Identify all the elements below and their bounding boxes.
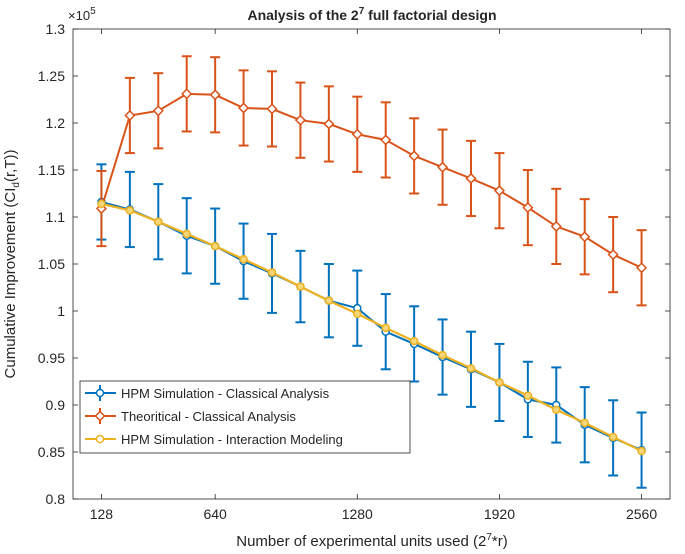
data-point <box>154 217 163 226</box>
y-tick-label: 1 <box>57 303 65 319</box>
data-point <box>239 255 248 264</box>
y-tick-label: 1.05 <box>38 256 65 272</box>
legend-label-hpm-classical: HPM Simulation - Classical Analysis <box>121 386 330 401</box>
y-tick-label: 0.95 <box>38 350 65 366</box>
legend-marker-hpm-classical <box>95 388 105 398</box>
legend-entry-hpm-classical: HPM Simulation - Classical Analysis <box>85 385 330 401</box>
data-point <box>408 150 420 162</box>
y-tick-label: 0.8 <box>46 491 66 507</box>
series-hpm-interaction <box>97 199 646 456</box>
series-layer <box>95 55 648 489</box>
data-point <box>181 88 193 100</box>
data-point <box>209 89 221 101</box>
data-point <box>353 309 362 319</box>
x-tick-label: 640 <box>203 506 227 522</box>
data-point <box>550 220 562 232</box>
data-point <box>523 391 533 400</box>
data-point <box>296 282 305 291</box>
data-point <box>210 241 220 251</box>
data-point <box>607 249 619 261</box>
y-tick-label: 1.1 <box>46 209 66 225</box>
data-point <box>580 418 589 428</box>
data-point <box>381 323 390 333</box>
axis-ticks: 128 640 1280 1920 2560 0.8 0.85 0.9 0.95 1 1.05 1.1… <box>38 21 670 522</box>
chart-title: Analysis of the 27 full factorial design <box>247 6 496 23</box>
data-point <box>182 229 191 239</box>
data-point <box>637 446 646 456</box>
x-tick-label: 2560 <box>626 506 657 522</box>
x-axis-label: Number of experimental units used (27*r) <box>236 532 508 550</box>
y-tick-label: 1.3 <box>46 21 66 37</box>
legend-entry-theoretical-classical: Theoritical - Classical Analysis <box>85 408 296 424</box>
data-point <box>438 350 447 360</box>
x-tick-label: 1920 <box>484 506 515 522</box>
y-axis-multiplier: ×105 <box>68 6 96 23</box>
data-point <box>465 172 477 185</box>
data-point <box>238 102 250 114</box>
legend-marker-theoretical-classical <box>94 410 106 422</box>
data-point <box>266 103 278 115</box>
y-axis-label: Cumulative Improvement (CId(r,T)) <box>2 150 22 379</box>
legend: HPM Simulation - Classical Analysis Theo… <box>79 380 411 454</box>
y-tick-label: 1.25 <box>38 68 65 84</box>
legend-box <box>79 380 411 454</box>
data-point <box>124 109 136 122</box>
legend-entry-hpm-interaction: HPM Simulation - Interaction Modeling <box>85 432 343 447</box>
data-point <box>437 161 449 173</box>
y-tick-label: 1.2 <box>46 115 66 131</box>
x-tick-label: 128 <box>90 506 114 522</box>
y-tick-label: 0.85 <box>38 444 65 460</box>
data-point <box>552 405 561 414</box>
series-line-hpm-interaction <box>101 202 643 453</box>
x-tick-label: 1280 <box>342 506 373 522</box>
data-point <box>495 378 504 387</box>
data-point <box>493 185 505 197</box>
y-tick-label: 0.9 <box>46 397 66 413</box>
series-theoretical-classical <box>95 55 648 307</box>
data-point <box>636 262 648 274</box>
data-point <box>125 206 135 215</box>
legend-label-hpm-interaction: HPM Simulation - Interaction Modeling <box>121 432 343 447</box>
data-point <box>324 296 334 305</box>
y-tick-label: 1.15 <box>38 162 65 178</box>
data-point <box>409 336 419 346</box>
legend-label-theoretical-classical: Theoritical - Classical Analysis <box>121 409 296 424</box>
legend-marker-hpm-interaction <box>95 434 105 444</box>
data-point <box>466 364 476 373</box>
data-point <box>579 231 591 243</box>
data-point <box>294 114 306 126</box>
data-point <box>267 268 277 277</box>
data-point <box>152 105 164 117</box>
data-point <box>97 199 106 209</box>
data-point <box>608 432 618 442</box>
data-point <box>522 202 534 214</box>
data-point <box>323 118 335 130</box>
data-point <box>380 134 392 146</box>
data-point <box>351 128 363 140</box>
